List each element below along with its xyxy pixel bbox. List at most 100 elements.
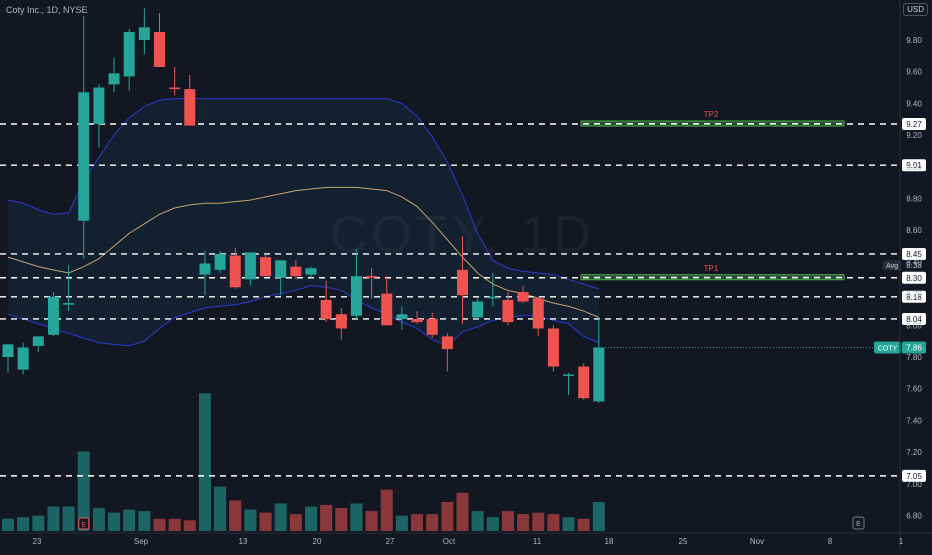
event-marker-right-box [852, 516, 865, 530]
volume-bar [108, 512, 121, 531]
candle [17, 342, 29, 375]
volume-bar [259, 512, 272, 531]
time-axis[interactable]: 23 Sep 13 20 27 Oct 11 18 25 Nov 8 1 [0, 532, 932, 546]
candle-body [563, 374, 575, 376]
level-price-tag-label: 8.18 [906, 293, 922, 302]
candle [123, 28, 135, 91]
candle-body [184, 89, 196, 126]
band-mid-line [7, 186, 600, 318]
candle [229, 247, 241, 289]
candle-body [532, 298, 544, 329]
candle [335, 307, 347, 340]
level-price-tag-box [902, 290, 926, 303]
candle-body [350, 276, 362, 316]
x-tick-label: 8 [828, 537, 833, 546]
volume-bar [365, 511, 378, 531]
volume-bar [214, 486, 227, 531]
target-zone: TP2 [580, 110, 845, 127]
target-label: TP2 [704, 110, 719, 119]
last-price-symbol-box [874, 341, 901, 354]
candle-body [63, 303, 75, 305]
price-axis[interactable]: 9.80 9.60 9.40 9.20 9.00 8.80 8.60 8.40 8.20 8.00… [899, 0, 922, 550]
y-tick-label: 9.40 [906, 99, 922, 108]
y-tick-label: 7.00 [906, 480, 922, 489]
level-price-tag: 8.30 [902, 271, 926, 284]
candle-body [335, 314, 347, 329]
y-tick-label: 9.80 [906, 36, 922, 45]
candle-body [487, 296, 499, 299]
volume-bar [305, 506, 317, 531]
last-price-tag: COTY 7.86 [874, 341, 926, 354]
y-tick-label: 9.00 [906, 163, 922, 172]
candle-body [366, 276, 378, 278]
candle [169, 66, 181, 96]
candle-body [578, 366, 590, 399]
y-tick-label: 8.80 [906, 195, 922, 204]
candle [472, 298, 484, 319]
volume-bar [592, 501, 605, 531]
currency-button[interactable]: USD [903, 3, 928, 16]
candle-body [381, 293, 393, 326]
candle-body [290, 266, 302, 277]
earnings-marker-label: E [81, 522, 86, 529]
candle [184, 74, 196, 126]
bollinger-bands [7, 98, 600, 347]
candle [593, 317, 605, 403]
x-tick-label: 13 [239, 537, 248, 546]
avg-tag-name: Avg [886, 263, 898, 270]
target-zone-box [580, 120, 845, 127]
band-fill [8, 98, 599, 346]
candle-body [441, 336, 453, 350]
level-price-tag-box [902, 247, 926, 260]
candle [47, 292, 59, 337]
candle [532, 296, 544, 337]
candle [563, 372, 575, 396]
x-tick-label: 20 [313, 537, 322, 546]
candle [350, 249, 362, 319]
volume-bar [456, 492, 469, 531]
x-tick-label: 1 [899, 537, 904, 546]
y-tick-label: 8.40 [906, 258, 922, 267]
candle-body [93, 87, 105, 125]
candle-body [2, 344, 14, 357]
candle [547, 325, 559, 372]
level-price-tag-box [902, 469, 926, 482]
candle-body [502, 299, 514, 323]
x-tick-label: 25 [679, 537, 688, 546]
y-tick-label: 7.20 [906, 448, 922, 457]
level-price-tag: 8.18 [902, 290, 926, 303]
candle-body [244, 252, 256, 280]
volume-bar [289, 514, 302, 531]
level-price-tag-label: 8.30 [906, 274, 922, 283]
candle-body [305, 268, 317, 275]
volume-bar [411, 514, 424, 531]
volume-bar [517, 514, 530, 531]
avg-price-tag: Avg 8.38 [883, 260, 922, 271]
candle-body [593, 347, 605, 402]
x-tick-label: 11 [533, 537, 542, 546]
y-tick-label: 8.20 [906, 290, 922, 299]
x-tick-label: Sep [134, 537, 149, 546]
candle-body [275, 260, 287, 278]
level-price-tag: 7.05 [902, 469, 926, 482]
candle-body [260, 257, 272, 277]
level-price-tag-label: 8.45 [906, 250, 922, 259]
last-price-value-box [902, 341, 926, 354]
band-upper-line [7, 98, 599, 290]
candle [199, 250, 211, 296]
candle [2, 344, 14, 373]
y-tick-label: 6.80 [906, 512, 922, 521]
candle-body [396, 314, 408, 319]
level-price-tag-label: 9.27 [906, 120, 922, 129]
y-tick-label: 9.20 [906, 131, 922, 140]
candle-body [457, 269, 468, 296]
candle-body [472, 301, 484, 318]
volume-bar [47, 506, 60, 531]
volume-bar [62, 506, 75, 531]
volume-bar [350, 503, 363, 531]
candle-body [32, 336, 44, 346]
candle-body [547, 328, 559, 367]
